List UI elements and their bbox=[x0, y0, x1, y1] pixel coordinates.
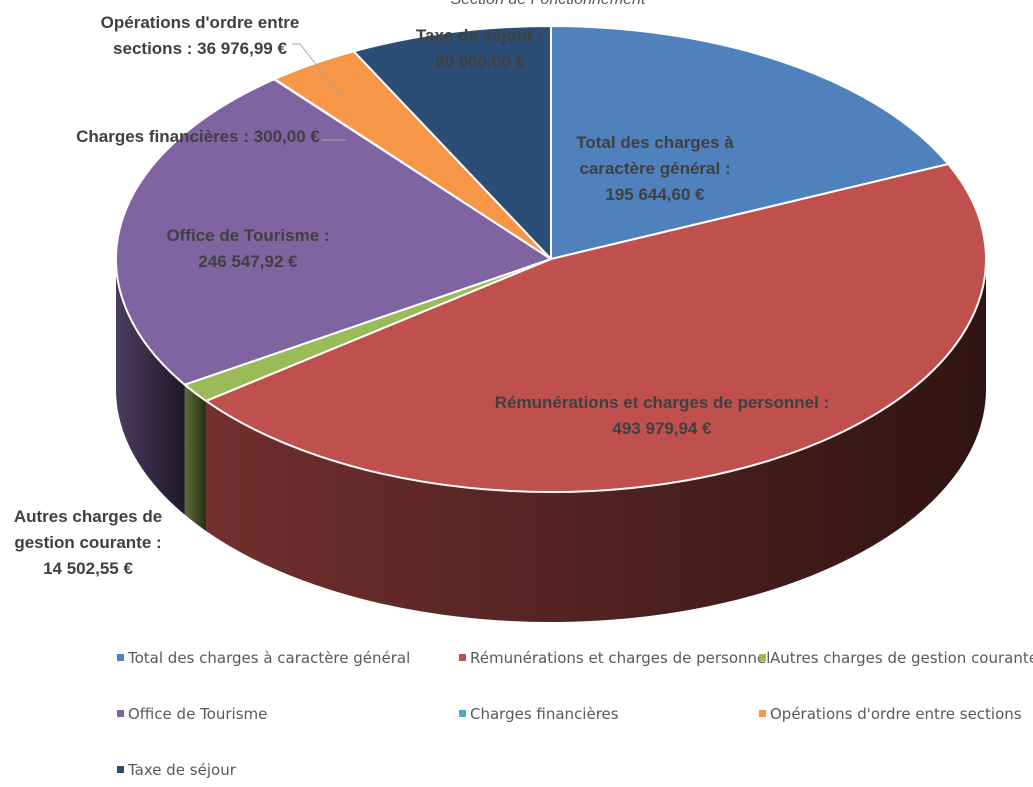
data-label-7: Taxe de séjour :80 000,00 € bbox=[416, 26, 544, 71]
pie-side-shade-3 bbox=[184, 384, 207, 531]
data-label-1: Total des charges à caractère général :19… bbox=[576, 133, 734, 204]
data-label-4: Office de Tourisme :246 547,92 € bbox=[166, 226, 329, 271]
pie-slice-1 bbox=[550, 25, 950, 260]
legend-marker-7 bbox=[117, 766, 124, 773]
data-label-5: Charges financières : 300,00 € bbox=[76, 127, 320, 146]
legend: Total des charges à caractère général Rém… bbox=[117, 649, 1033, 779]
data-label-2: Rémunérations et charges de personnel :4… bbox=[495, 393, 829, 438]
legend-marker-6 bbox=[759, 710, 766, 717]
pie-slice-2 bbox=[205, 163, 987, 493]
data-labels: Total des charges à caractère général :19… bbox=[14, 13, 829, 578]
legend-marker-1 bbox=[117, 654, 124, 661]
pie-sides bbox=[116, 259, 986, 622]
legend-marker-3 bbox=[759, 654, 766, 661]
legend-label-6: Opérations d'ordre entre sections bbox=[770, 705, 1022, 723]
data-label-3: Autres charges de gestion courante :14 50… bbox=[14, 507, 162, 578]
pie-slice-7 bbox=[352, 25, 552, 260]
legend-label-3: Autres charges de gestion courante bbox=[770, 649, 1033, 667]
legend-label-2: Rémunérations et charges de personnel bbox=[470, 649, 770, 667]
pie-slice-4 bbox=[115, 78, 552, 386]
legend-label-4: Office de Tourisme bbox=[128, 705, 267, 723]
legend-marker-2 bbox=[459, 654, 466, 661]
legend-marker-5 bbox=[459, 710, 466, 717]
data-label-6: Opérations d'ordre entre sections : 36 97… bbox=[101, 13, 300, 58]
leader-line-6 bbox=[292, 43, 345, 101]
legend-label-5: Charges financières bbox=[470, 705, 619, 723]
legend-label-1: Total des charges à caractère général bbox=[127, 649, 410, 667]
pie-side-shade-2 bbox=[206, 259, 986, 622]
pie-slices bbox=[115, 25, 987, 493]
leader-lines bbox=[292, 43, 346, 141]
legend-label-7: Taxe de séjour bbox=[127, 761, 237, 779]
chart-title: Section de Fonctionnement bbox=[451, 0, 646, 8]
pie-side-shade-4 bbox=[116, 259, 185, 515]
legend-marker-4 bbox=[117, 710, 124, 717]
